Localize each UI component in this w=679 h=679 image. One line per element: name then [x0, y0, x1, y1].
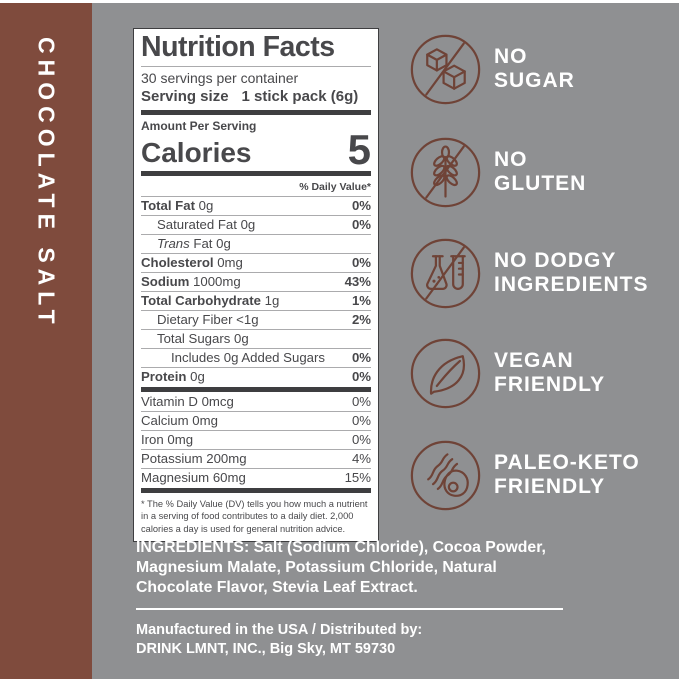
leaf-icon [410, 338, 481, 408]
distributor-line: DRINK LMNT, INC., Big Sky, MT 59730 [136, 641, 396, 657]
nutrition-facts-label: Nutrition Facts 30 servings per containe… [133, 28, 379, 543]
wheat-crossed-icon [410, 137, 481, 207]
flavor-title: CHOCOLATE SALT [33, 37, 60, 330]
serving-size-label: Serving size [141, 87, 229, 105]
calories-value: 5 [347, 125, 371, 173]
calories-label: Calories [141, 136, 252, 168]
badge-label: NO DODGY INGREDIENTS [494, 249, 649, 296]
thick-divider [141, 170, 371, 176]
nutrient-row: Sodium 1000mg 43% [141, 273, 371, 292]
nutrient-row: Vitamin D 0mcg 0% [141, 393, 371, 412]
badge-label: PALEO-KETO FRIENDLY [494, 451, 640, 498]
macronutrient-rows: Total Fat 0g 0% Saturated Fat 0g 0% Trans Fa… [141, 197, 371, 386]
nutrient-row: Includes 0g Added Sugars 0% [141, 349, 371, 368]
nutrient-row: Saturated Fat 0g 0% [141, 216, 371, 235]
nutrition-facts-title: Nutrition Facts [141, 32, 371, 67]
nutrient-row: Potassium 200mg 4% [141, 450, 371, 469]
bacon-and-egg-icon [410, 440, 481, 510]
lab-glassware-crossed-icon [410, 238, 481, 308]
serving-size-row: Serving size 1 stick pack (6g) [141, 86, 371, 109]
flavor-sidebar: CHOCOLATE SALT [0, 3, 92, 679]
nutrient-row: Iron 0mg 0% [141, 431, 371, 450]
ingredients-text: Salt (Sodium Chloride), Cocoa Powder, Ma… [136, 539, 546, 596]
nutrient-row: Dietary Fiber <1g 2% [141, 311, 371, 330]
page-top-strip [0, 0, 679, 3]
nutrient-row: Total Sugars 0g [141, 330, 371, 349]
nutrient-row: Magnesium 60mg 15% [141, 469, 371, 485]
micronutrient-rows: Vitamin D 0mcg 0% Calcium 0mg 0% Iron 0mg 0% P… [141, 393, 371, 487]
badge-no-sugar: NO SUGAR [409, 32, 575, 106]
amount-per-serving-label: Amount Per Serving [141, 118, 257, 133]
daily-value-header: % Daily Value* [141, 177, 371, 197]
nutrient-row: Total Carbohydrate 1g 1% [141, 292, 371, 311]
badge-label: NO SUGAR [494, 45, 575, 92]
thick-divider [141, 109, 371, 115]
sugar-cubes-crossed-icon [410, 34, 481, 104]
thick-divider [141, 386, 371, 392]
nutrient-row: Total Fat 0g 0% [141, 197, 371, 216]
ingredients-paragraph: INGREDIENTS: Salt (Sodium Chloride), Coc… [136, 538, 564, 598]
badge-no-dodgy-ingredients: NO DODGY INGREDIENTS [409, 236, 649, 310]
footer-divider [136, 608, 563, 610]
servings-per-container: 30 servings per container [141, 69, 299, 86]
daily-value-footnote: * The % Daily Value (DV) tells you how m… [141, 498, 368, 534]
nutrient-row: Calcium 0mg 0% [141, 412, 371, 431]
nutrient-row: Protein 0g 0% [141, 368, 371, 384]
nutrient-row: Trans Fat 0g [141, 235, 371, 254]
badge-label: NO GLUTEN [494, 148, 587, 195]
manufacturer-info: Manufactured in the USA / Distributed by… [136, 621, 422, 659]
calories-row: Calories 5 [141, 125, 371, 173]
badge-vegan-friendly: VEGAN FRIENDLY [409, 336, 605, 410]
serving-size-value: 1 stick pack (6g) [241, 87, 359, 105]
badge-label: VEGAN FRIENDLY [494, 349, 606, 396]
manufactured-line: Manufactured in the USA / Distributed by… [136, 622, 423, 638]
thick-divider [141, 487, 371, 493]
nutrient-row: Cholesterol 0mg 0% [141, 254, 371, 273]
badge-no-gluten: NO GLUTEN [409, 135, 586, 209]
badge-paleo-keto-friendly: PALEO-KETO FRIENDLY [409, 438, 640, 512]
ingredients-label: INGREDIENTS: [136, 539, 250, 556]
